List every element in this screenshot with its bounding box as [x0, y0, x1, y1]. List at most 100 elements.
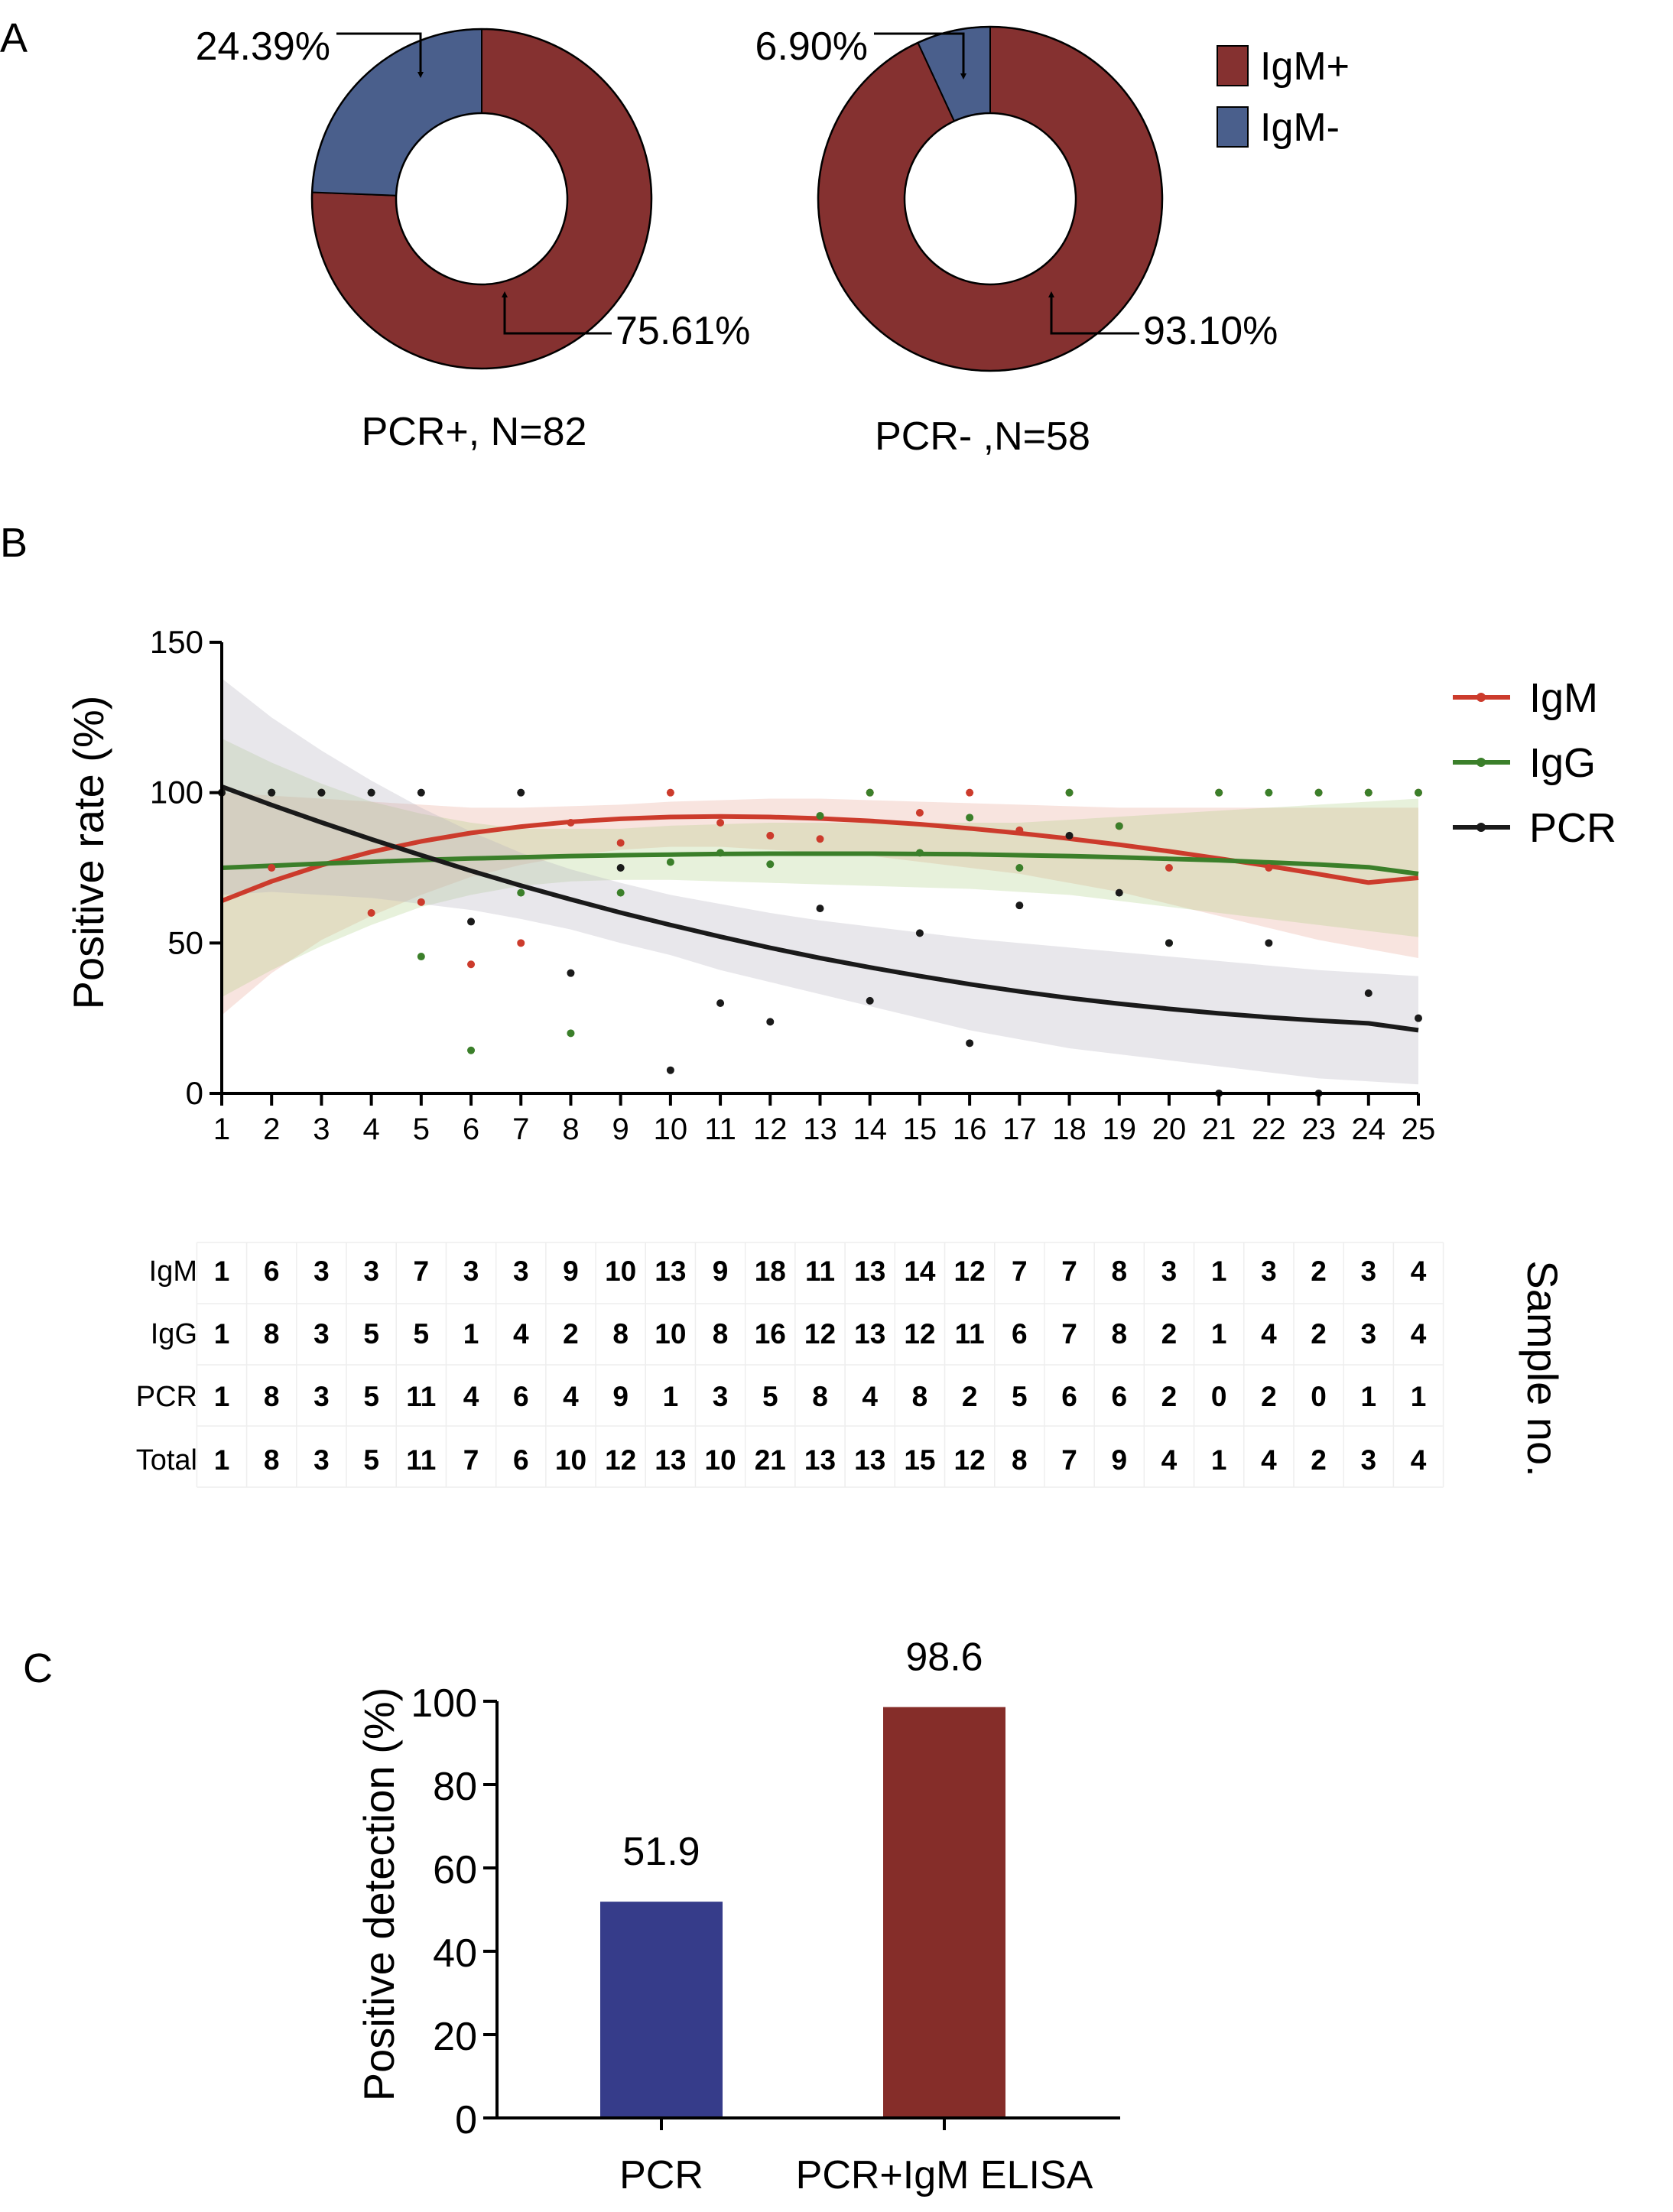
y-axis-title: Positive rate (%)	[64, 696, 112, 1010]
table-cell: 3	[513, 1255, 529, 1287]
donut-label-igm-positive: 93.10%	[1143, 309, 1278, 353]
point-pcr	[1415, 1014, 1422, 1022]
table-row-header: IgM	[149, 1255, 197, 1288]
legend-swatch	[1217, 106, 1249, 148]
point-igg	[1115, 822, 1123, 830]
table-cell: 13	[655, 1444, 686, 1476]
point-igg	[567, 1029, 575, 1038]
point-pcr	[467, 918, 476, 926]
table-cell: 5	[363, 1444, 379, 1476]
y-tick-label: 40	[433, 1931, 477, 1976]
table-cell: 10	[605, 1255, 636, 1287]
table-cell: 7	[414, 1255, 430, 1287]
table-cell: 8	[612, 1318, 629, 1350]
point-igg	[1364, 788, 1373, 797]
table-cell: 0	[1311, 1381, 1327, 1412]
table-cell: 9	[612, 1381, 629, 1412]
table-cell: 4	[862, 1381, 878, 1412]
donut-label-igm-negative: 24.39%	[196, 24, 330, 69]
x-tick-label: 20	[1152, 1112, 1187, 1146]
table-cell: 3	[313, 1444, 330, 1476]
table-cell: 16	[755, 1318, 786, 1350]
point-igm	[417, 898, 425, 906]
table-cell: 4	[463, 1381, 479, 1412]
table-cell: 4	[513, 1318, 529, 1350]
panel-label-c: C	[23, 1645, 53, 1691]
table-cell: 11	[406, 1381, 436, 1412]
point-pcr	[567, 969, 575, 977]
point-pcr	[616, 864, 625, 872]
table-cell: 3	[1361, 1318, 1377, 1350]
x-tick-label: 3	[313, 1112, 330, 1146]
bar-value-label: 51.9	[622, 1830, 700, 1874]
point-igg	[1065, 788, 1074, 797]
point-igg	[716, 849, 725, 857]
table-cell: 2	[563, 1318, 579, 1350]
x-tick-label: 15	[903, 1112, 937, 1146]
point-pcr	[1364, 989, 1373, 998]
table-cell: 6	[1111, 1381, 1127, 1412]
table-cell: 4	[1411, 1255, 1427, 1287]
y-tick-label: 0	[186, 1075, 203, 1111]
table-cell: 11	[955, 1318, 985, 1350]
point-igg	[666, 858, 674, 866]
x-tick-label: 25	[1402, 1112, 1436, 1146]
table-cell: 12	[954, 1444, 986, 1476]
table-cell: 15	[904, 1444, 935, 1476]
x-tick-label: 18	[1052, 1112, 1087, 1146]
table-cell: 4	[1261, 1318, 1277, 1350]
x-tick-label: 22	[1252, 1112, 1286, 1146]
x-tick-label: 11	[704, 1112, 736, 1146]
table-cell: 10	[555, 1444, 586, 1476]
table-cell: 10	[655, 1318, 686, 1350]
confidence-band-pcr	[222, 678, 1418, 1085]
legend-label: IgM	[1529, 675, 1598, 721]
table-cell: 6	[513, 1444, 529, 1476]
table-cell: 9	[1111, 1444, 1127, 1476]
x-tick-label: 14	[853, 1112, 887, 1146]
point-pcr	[1115, 888, 1123, 897]
point-igm	[268, 864, 276, 872]
x-tick-label: 9	[612, 1112, 629, 1146]
point-igm	[1265, 864, 1273, 872]
x-tick-label: 2	[263, 1112, 280, 1146]
x-tick-label: 12	[753, 1112, 788, 1146]
table-cell: 7	[1061, 1318, 1077, 1350]
arrow-icon	[1048, 291, 1139, 335]
table-cell: 5	[762, 1381, 778, 1412]
table-cell: 1	[214, 1318, 230, 1350]
donut-title: PCR- ,N=58	[875, 414, 1090, 459]
table-cell: 8	[1111, 1318, 1127, 1350]
table-cell: 11	[805, 1255, 835, 1287]
table-cell: 6	[264, 1255, 280, 1287]
table-cell: 5	[363, 1381, 379, 1412]
point-igg	[1215, 788, 1223, 797]
panel-label-a: A	[0, 15, 28, 61]
donut-chart-pcr-negative: 6.90% 93.10% PCR- ,N=58	[755, 24, 1278, 459]
point-igg	[1415, 788, 1422, 797]
table-cell: 1	[1211, 1318, 1227, 1350]
fit-line-igg	[221, 851, 1419, 876]
point-igm	[367, 909, 375, 917]
donut-label-igm-positive: 75.61%	[616, 309, 750, 353]
x-tick-label: 1	[213, 1112, 230, 1146]
table-cell: 12	[804, 1318, 836, 1350]
point-igg	[766, 860, 775, 869]
x-tick-label: 4	[363, 1112, 380, 1146]
x-tick-label: 21	[1202, 1112, 1236, 1146]
arrow-icon	[336, 32, 424, 78]
point-pcr	[1265, 939, 1273, 947]
point-igg	[1265, 788, 1273, 797]
x-tick-label: 23	[1301, 1112, 1336, 1146]
point-igm	[467, 960, 476, 969]
point-igm	[666, 788, 674, 797]
point-pcr	[666, 1066, 674, 1074]
table-cell: 7	[463, 1444, 479, 1476]
table-cell: 0	[1211, 1381, 1227, 1412]
point-pcr	[268, 788, 276, 797]
table-cell: 3	[1361, 1255, 1377, 1287]
x-tick-label: 10	[654, 1112, 688, 1146]
